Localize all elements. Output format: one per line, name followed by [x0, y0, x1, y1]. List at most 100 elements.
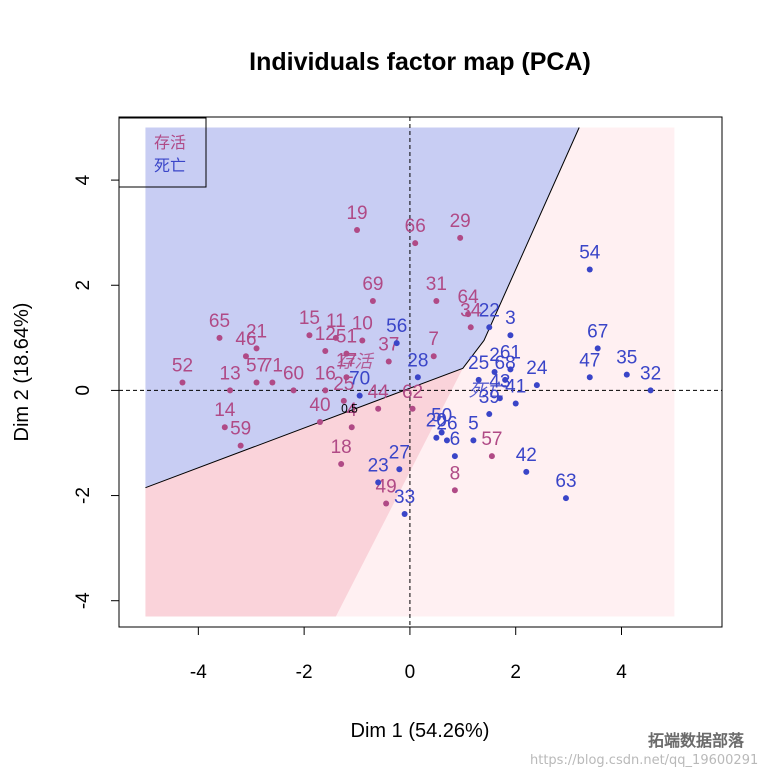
data-point: 32 [640, 363, 661, 394]
data-point: 7 [428, 329, 439, 360]
reference-lines [119, 117, 722, 627]
data-point: 68 [495, 353, 516, 383]
point-label: 64 [458, 287, 480, 308]
point-label: 25 [468, 353, 489, 374]
point-marker [502, 376, 509, 383]
y-tick-label: 0 [73, 385, 94, 396]
data-point: 56 [386, 316, 407, 347]
data-point: 51 [336, 327, 357, 357]
legend-entry-survive: 存活 [154, 133, 186, 152]
point-marker [237, 442, 244, 449]
point-label: 42 [516, 445, 537, 466]
data-point: 63 [555, 471, 577, 502]
point-marker [507, 366, 514, 373]
point-label: 50 [431, 405, 452, 426]
point-marker [306, 332, 313, 339]
point-label: 14 [214, 400, 236, 421]
data-point: 5 [468, 413, 479, 444]
point-marker [470, 437, 477, 444]
centroid-label: 存活 [336, 351, 374, 372]
point-marker [385, 358, 392, 365]
point-label: 54 [579, 242, 601, 263]
point-label: 3 [505, 308, 516, 329]
data-point: 43 [489, 371, 510, 402]
data-point: 18 [331, 437, 352, 468]
point-label: 65 [209, 311, 230, 332]
watermark-url: https://blog.csdn.net/qq_19600291 [530, 753, 758, 768]
point-label: 68 [495, 353, 516, 374]
point-marker [488, 453, 495, 460]
data-point: 47 [579, 350, 600, 381]
data-point: 3 [505, 308, 516, 339]
decision-boundary [145, 127, 580, 489]
y-axis-label: Dim 2 (18.64%) [11, 303, 33, 442]
point-label: 8 [450, 463, 461, 484]
point-label: 19 [346, 203, 367, 224]
data-point: 42 [516, 445, 537, 475]
point-marker [253, 345, 260, 352]
point-label: 37 [378, 334, 399, 355]
point-label: 34 [460, 300, 482, 321]
data-point: 60 [283, 363, 304, 394]
point-marker [253, 379, 260, 386]
point-marker [343, 350, 350, 357]
point-marker [586, 374, 593, 381]
point-marker [430, 353, 437, 360]
data-point: 70 [349, 369, 370, 399]
point-label: 44 [368, 382, 390, 403]
point-marker [512, 400, 519, 407]
data-point: 37 [378, 334, 399, 365]
region-death [145, 127, 580, 488]
data-point: 65 [209, 311, 230, 341]
point-marker [507, 332, 514, 339]
point-label: 40 [309, 395, 330, 416]
data-point: 17 [336, 350, 357, 381]
point-marker [221, 424, 228, 431]
point-label: 33 [394, 487, 415, 508]
point-label: 29 [450, 211, 471, 232]
point-label: 6 [450, 429, 461, 450]
data-point: 13 [220, 363, 241, 394]
point-label: 35 [616, 348, 637, 369]
point-label: 24 [526, 358, 548, 379]
point-marker [393, 340, 400, 347]
data-point: 34 [460, 300, 482, 331]
data-point: 35 [616, 348, 637, 378]
point-marker [348, 424, 355, 431]
x-axis-label: Dim 1 (54.26%) [351, 720, 490, 742]
x-tick-label: 4 [616, 662, 627, 683]
data-point: 11 [326, 311, 346, 341]
point-marker [467, 324, 474, 331]
point-marker [375, 479, 382, 486]
data-point: 59 [230, 419, 251, 449]
point-label: 17 [336, 350, 357, 371]
data-point: 20 [426, 411, 447, 441]
point-label: 7 [428, 329, 439, 350]
data-point: 10 [352, 313, 373, 344]
point-label: 27 [389, 442, 410, 463]
point-label: 61 [500, 342, 521, 363]
data-point: 50 [431, 405, 452, 436]
data-point: 26 [436, 413, 458, 444]
point-label: 32 [640, 363, 661, 384]
point-label: 66 [405, 216, 426, 237]
point-marker [486, 411, 493, 418]
point-marker [375, 405, 382, 412]
watermark-brand: 拓端数据部落 [648, 731, 745, 750]
point-marker [594, 345, 601, 352]
point-marker [491, 369, 498, 375]
data-point: 22 [479, 300, 500, 331]
point-marker [369, 298, 376, 305]
point-label: 20 [426, 411, 447, 432]
point-label: 63 [555, 471, 576, 492]
data-point: 29 [450, 211, 471, 241]
point-label: 62 [402, 382, 423, 403]
plot-frame [118, 116, 723, 628]
point-marker [475, 376, 482, 383]
point-marker [332, 334, 339, 341]
point-marker [242, 353, 249, 360]
point-label: 22 [479, 300, 500, 321]
y-axis-ticks: -4 -2 0 2 4 [73, 174, 119, 609]
